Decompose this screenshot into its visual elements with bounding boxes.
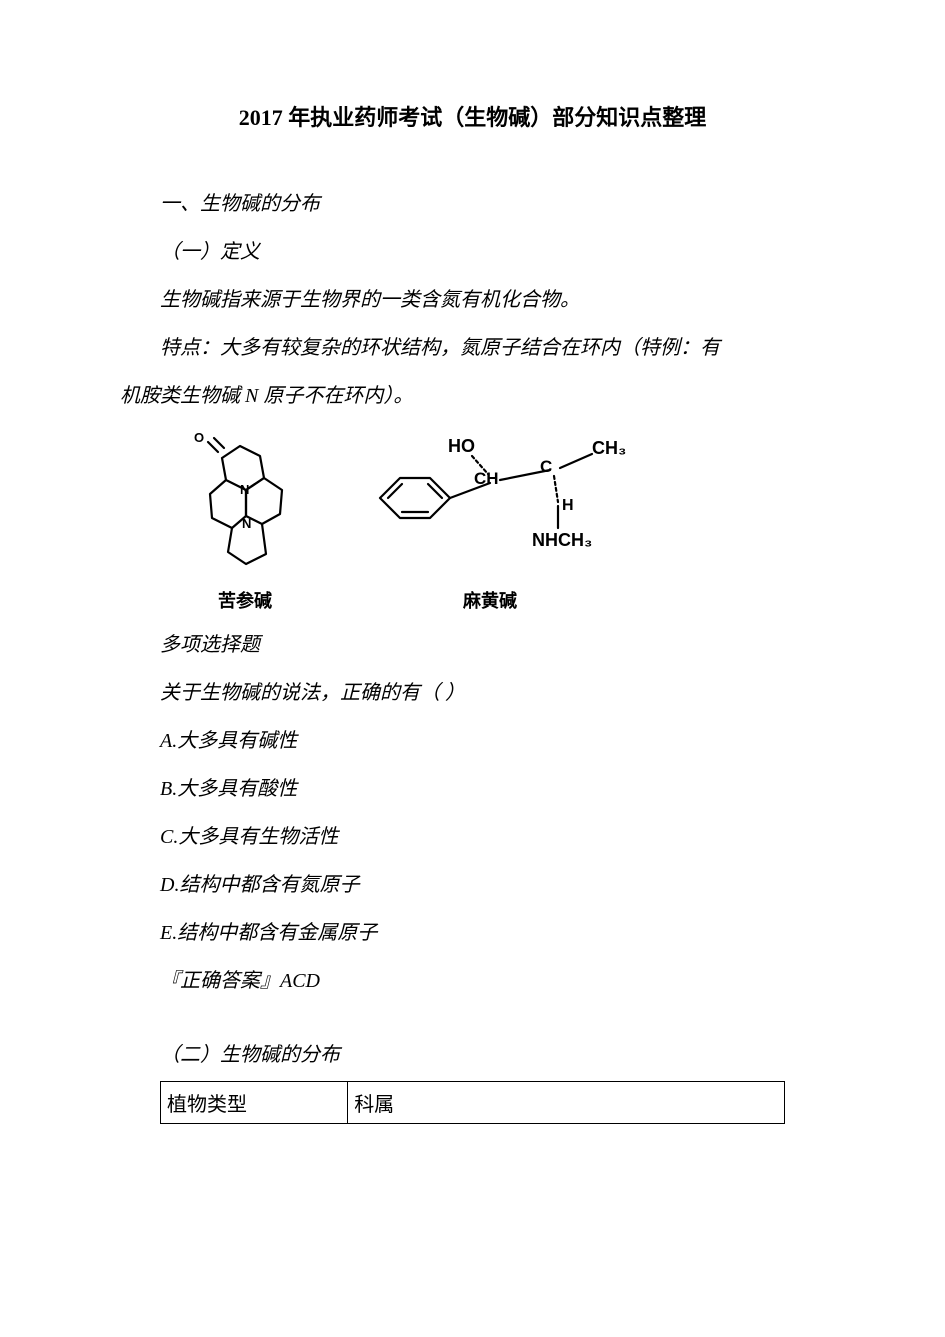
definition-text: 生物碱指来源于生物界的一类含氮有机化合物。 [120,278,825,322]
matrine-label: 苦参碱 [180,587,310,613]
subsection-2-heading: （二）生物碱的分布 [120,1033,825,1077]
option-e: E.结构中都含有金属原子 [120,911,825,955]
matrine-structure-icon: N N O [180,428,310,578]
ephedrine-label: 麻黄碱 [340,587,640,613]
label-NHCH3: NHCH₃ [532,530,592,550]
option-a: A.大多具有碱性 [120,719,825,763]
svg-text:N: N [240,482,249,497]
correct-answer: 『正确答案』ACD [120,959,825,1003]
option-d: D.结构中都含有氮原子 [120,863,825,907]
subsection-1-heading: （一）定义 [120,230,825,274]
page-title: 2017 年执业药师考试（生物碱）部分知识点整理 [120,100,825,132]
mcq-stem: 关于生物碱的说法，正确的有（ ） [120,671,825,715]
diagram-row: N N O 苦参碱 [180,428,825,613]
ephedrine-structure-icon: HO CH C CH₃ H NHCH₃ [340,428,640,578]
chemical-diagram: N N O 苦参碱 [180,428,825,613]
feature-line-1: 特点：大多有较复杂的环状结构，氮原子结合在环内（特例：有 [120,326,825,370]
mcq-heading: 多项选择题 [120,623,825,667]
option-b: B.大多具有酸性 [120,767,825,811]
ephedrine-block: HO CH C CH₃ H NHCH₃ 麻黄碱 [340,428,640,613]
table-header-plant-type: 植物类型 [161,1082,348,1124]
label-H: H [562,497,574,514]
distribution-table-wrap: 植物类型 科属 [160,1081,785,1124]
svg-text:N: N [242,516,251,531]
option-c: C.大多具有生物活性 [120,815,825,859]
distribution-table: 植物类型 科属 [160,1081,785,1124]
svg-text:O: O [194,430,204,445]
matrine-block: N N O 苦参碱 [180,428,310,613]
feature-line-2: 机胺类生物碱 N 原子不在环内）。 [120,374,825,418]
label-HO: HO [448,436,475,456]
table-header-family: 科属 [348,1082,785,1124]
section-heading: 一、生物碱的分布 [120,182,825,226]
table-row: 植物类型 科属 [161,1082,785,1124]
svg-text:C: C [540,457,552,476]
page: 2017 年执业药师考试（生物碱）部分知识点整理 一、生物碱的分布 （一）定义 … [0,0,945,1337]
label-CH3: CH₃ [592,438,626,458]
label-CH-1: CH [474,469,499,488]
